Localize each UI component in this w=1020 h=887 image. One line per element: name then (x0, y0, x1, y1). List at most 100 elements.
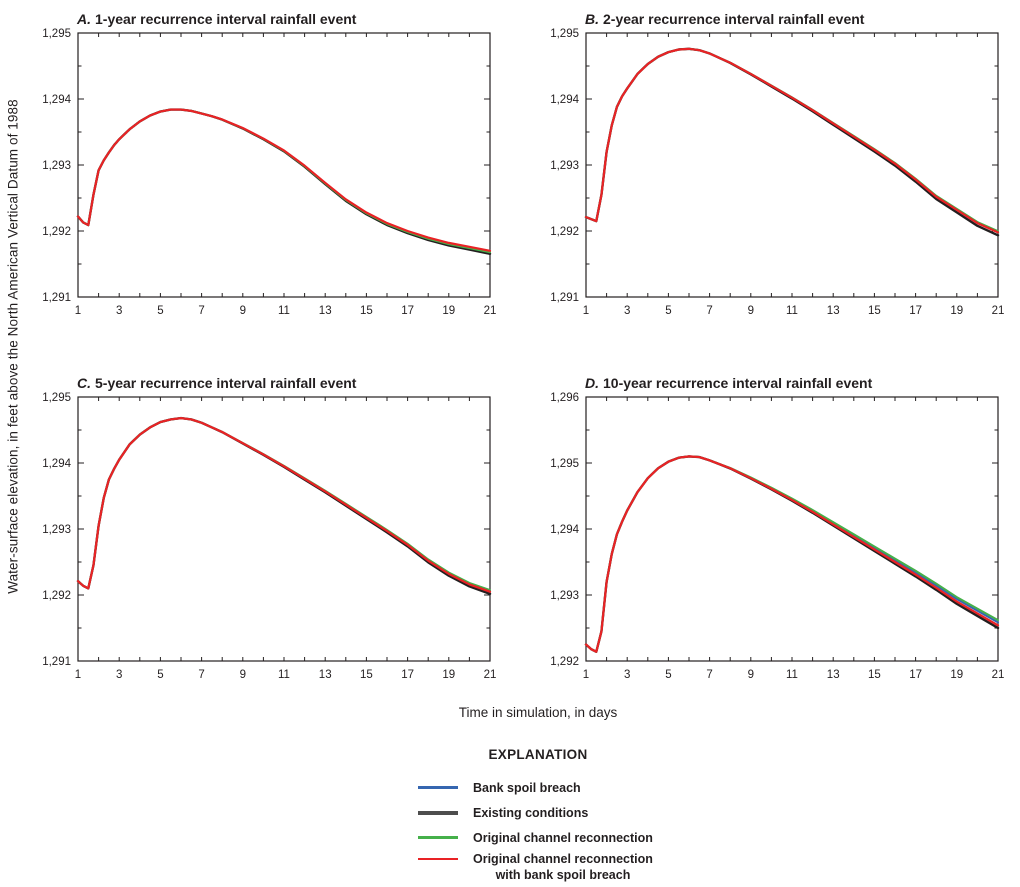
x-tick-label: 7 (706, 305, 712, 317)
x-tick-label: 21 (992, 669, 1005, 681)
series-line-original-channel-reconnection-with-bank-spoil-breach (76, 417, 492, 593)
x-tick-label: 13 (827, 669, 840, 681)
series-line-existing-conditions (584, 455, 1000, 653)
series-line-bank-spoil-breach (585, 47, 999, 233)
y-tick-label: 1,292 (550, 226, 579, 238)
legend-item-original-channel-reconnection-with-breach: Original channel reconnection with bank … (418, 850, 653, 883)
x-tick-label: 7 (198, 305, 204, 317)
charts-svg: 1 3 5 7 9 11 13 15 17 19 211,2911,2921,2931,2941,2… (42, 11, 1004, 681)
x-tick-label: 7 (706, 669, 712, 681)
x-axis-label: Time in simulation, in days (458, 705, 618, 720)
panel-C: 1 3 5 7 9 11 13 15 17 19 211,2911,2921,2931,2941,2… (42, 375, 496, 681)
series-line-original-channel-reconnection-with-bank-spoil-breach (76, 108, 492, 252)
x-tick-label: 3 (116, 669, 122, 681)
panel-title: D. 10-year recurrence interval rainfall e… (585, 375, 873, 391)
x-tick-label: 7 (198, 669, 204, 681)
legend-item-bank-spoil-breach: Bank spoil breach (418, 775, 653, 800)
series-line-original-channel-reconnection-with-bank-spoil-breach (584, 455, 1000, 653)
x-tick-label: 19 (442, 305, 455, 317)
x-tick-label: 21 (484, 669, 497, 681)
x-tick-label: 15 (868, 669, 881, 681)
y-tick-label: 1,294 (42, 94, 71, 106)
legend-item-original-channel-reconnection: Original channel reconnection (418, 825, 653, 850)
x-tick-label: 5 (665, 669, 671, 681)
series-line-bank-spoil-breach (77, 108, 491, 253)
x-tick-label: 9 (748, 305, 754, 317)
x-tick-label: 11 (786, 669, 798, 681)
plot-frame (585, 396, 999, 662)
series-line-existing-conditions (76, 108, 492, 255)
y-tick-label: 1,291 (550, 292, 579, 304)
plot-frame (585, 32, 999, 298)
x-tick-label: 5 (157, 305, 163, 317)
y-tick-label: 1,292 (42, 590, 71, 602)
y-tick-label: 1,296 (550, 392, 579, 404)
panel-title: C. 5-year recurrence interval rainfall ev… (77, 375, 357, 391)
x-tick-label: 19 (442, 669, 455, 681)
panel-title: A. 1-year recurrence interval rainfall ev… (76, 11, 357, 27)
y-tick-label: 1,293 (550, 160, 579, 172)
y-tick-label: 1,295 (42, 392, 71, 404)
x-tick-label: 13 (319, 305, 332, 317)
panel-A: 1 3 5 7 9 11 13 15 17 19 211,2911,2921,2931,2941,2… (42, 11, 496, 317)
x-tick-label: 3 (624, 305, 630, 317)
x-tick-label: 1 (75, 669, 81, 681)
x-tick-label: 1 (583, 305, 589, 317)
x-tick-label: 15 (360, 305, 373, 317)
y-tick-label: 1,295 (550, 28, 579, 40)
legend-item-label: Existing conditions (473, 805, 589, 820)
x-tick-label: 17 (401, 669, 414, 681)
x-tick-label: 9 (748, 669, 754, 681)
x-tick-label: 15 (360, 669, 373, 681)
y-tick-label: 1,294 (550, 94, 579, 106)
series-line-original-channel-reconnection-with-bank-spoil-breach (584, 47, 1000, 234)
x-tick-label: 3 (624, 669, 630, 681)
y-tick-label: 1,293 (42, 524, 71, 536)
x-tick-label: 19 (950, 669, 963, 681)
legend-item-label: Bank spoil breach (473, 780, 581, 795)
x-tick-label: 1 (75, 305, 81, 317)
x-tick-label: 1 (583, 669, 589, 681)
series-line-existing-conditions (584, 47, 1000, 237)
plot-frame (77, 32, 491, 298)
series-line-original-channel-reconnection (585, 455, 999, 653)
x-tick-label: 17 (909, 305, 922, 317)
series-line-original-channel-reconnection (77, 108, 491, 254)
x-tick-label: 21 (992, 305, 1005, 317)
panel-B: 1 3 5 7 9 11 13 15 17 19 211,2911,2921,2931,2941,2… (550, 11, 1004, 317)
x-tick-label: 11 (278, 669, 290, 681)
x-tick-label: 9 (240, 669, 246, 681)
series-line-original-channel-reconnection (585, 47, 999, 233)
x-tick-label: 5 (665, 305, 671, 317)
legend-item-label: Original channel reconnection with bank … (473, 852, 653, 882)
y-axis-label: Water-surface elevation, in feet above t… (5, 99, 21, 594)
y-tick-label: 1,292 (550, 656, 579, 668)
y-tick-label: 1,291 (42, 656, 71, 668)
y-tick-label: 1,294 (550, 524, 579, 536)
series-line-original-channel-reconnection (77, 417, 491, 592)
legend-title: EXPLANATION (488, 747, 588, 762)
y-tick-label: 1,294 (42, 458, 71, 470)
y-tick-label: 1,291 (42, 292, 71, 304)
x-tick-label: 13 (319, 669, 332, 681)
legend: Bank spoil breach Existing conditions Or… (418, 775, 653, 883)
legend-line-swatch-blue (418, 786, 458, 789)
x-tick-label: 21 (484, 305, 497, 317)
legend-item-label: Original channel reconnection (473, 830, 653, 845)
y-tick-label: 1,292 (42, 226, 71, 238)
series-line-bank-spoil-breach (585, 455, 999, 653)
x-tick-label: 15 (868, 305, 881, 317)
y-tick-label: 1,295 (550, 458, 579, 470)
x-tick-label: 19 (950, 305, 963, 317)
series-line-existing-conditions (76, 416, 492, 596)
panel-D: 1 3 5 7 9 11 13 15 17 19 211,2921,2931,2941,2951,2… (550, 375, 1004, 681)
x-tick-label: 13 (827, 305, 840, 317)
y-tick-label: 1,295 (42, 28, 71, 40)
legend-line-swatch-green (418, 836, 458, 839)
x-tick-label: 11 (278, 305, 290, 317)
legend-line-swatch-gray (418, 810, 458, 815)
x-tick-label: 11 (786, 305, 798, 317)
x-tick-label: 17 (909, 669, 922, 681)
legend-item-existing-conditions: Existing conditions (418, 800, 653, 825)
